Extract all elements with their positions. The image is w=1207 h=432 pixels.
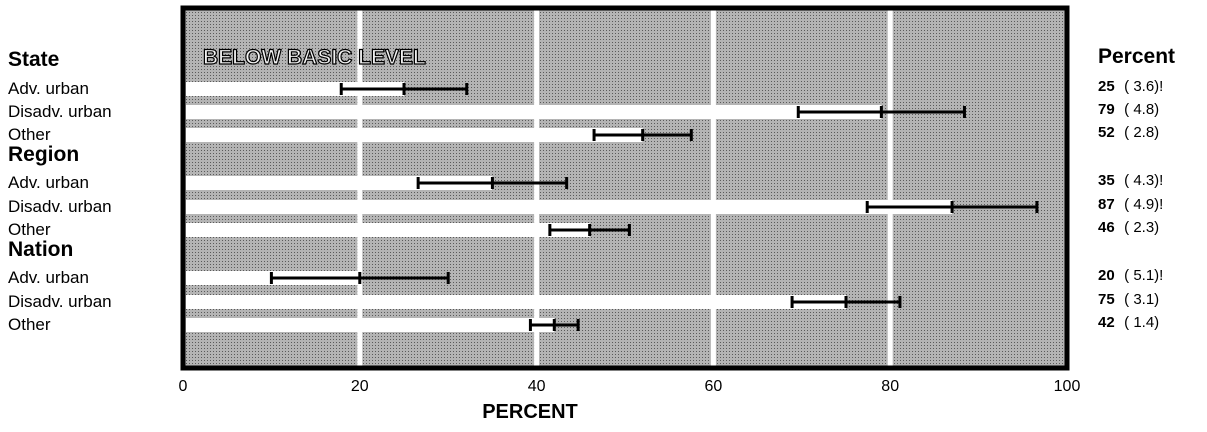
estimate-value: 52: [1098, 124, 1115, 141]
estimate-value: 42: [1098, 314, 1115, 331]
x-tick-label: 20: [350, 378, 369, 395]
bar: [186, 295, 846, 309]
value-label: 75 ( 3.1): [1098, 291, 1159, 309]
value-label: 79 ( 4.8): [1098, 101, 1159, 119]
estimate-value: 87: [1098, 196, 1115, 213]
row-label: Disadv. urban: [8, 292, 112, 311]
estimate-value: 46: [1098, 219, 1115, 236]
row-label: Other: [8, 125, 51, 144]
bar: [186, 82, 404, 96]
value-label: 52 ( 2.8): [1098, 124, 1159, 142]
estimate-value: 79: [1098, 101, 1115, 118]
value-label: 35 ( 4.3)!: [1098, 172, 1163, 190]
chart-title: BELOW BASIC LEVEL: [203, 46, 426, 69]
bar: [186, 105, 882, 119]
estimate-value: 20: [1098, 267, 1115, 284]
row-label: Other: [8, 315, 51, 334]
row-label: Adv. urban: [8, 173, 89, 192]
value-column-header: Percent: [1098, 45, 1176, 68]
bar: [186, 128, 643, 142]
standard-error: ( 4.8): [1120, 101, 1160, 118]
row-label: Adv. urban: [8, 268, 89, 287]
standard-error: ( 4.9)!: [1120, 196, 1164, 213]
standard-error: ( 2.3): [1120, 219, 1160, 236]
bar: [186, 223, 590, 237]
row-label: Adv. urban: [8, 79, 89, 98]
x-tick-label: 60: [704, 378, 723, 395]
row-label: Disadv. urban: [8, 197, 112, 216]
group-label: State: [8, 48, 60, 71]
bar: [186, 176, 493, 190]
x-tick-label: 40: [527, 378, 546, 395]
row-label: Other: [8, 220, 51, 239]
plot-border: [180, 5, 1070, 371]
value-label: 42 ( 1.4): [1098, 314, 1159, 332]
estimate-value: 35: [1098, 172, 1115, 189]
standard-error: ( 2.8): [1120, 124, 1160, 141]
estimate-value: 25: [1098, 78, 1115, 95]
value-label: 46 ( 2.3): [1098, 219, 1159, 237]
estimate-value: 75: [1098, 291, 1115, 308]
standard-error: ( 3.6)!: [1120, 78, 1164, 95]
value-label: 20 ( 5.1)!: [1098, 267, 1163, 285]
standard-error: ( 4.3)!: [1120, 172, 1164, 189]
x-tick-label: 100: [1053, 378, 1081, 395]
group-label: Nation: [8, 238, 74, 261]
value-label: 87 ( 4.9)!: [1098, 196, 1163, 214]
standard-error: ( 3.1): [1120, 291, 1160, 308]
x-tick-label: 80: [881, 378, 900, 395]
standard-error: ( 1.4): [1120, 314, 1160, 331]
value-label: 25 ( 3.6)!: [1098, 78, 1163, 96]
bar: [186, 318, 555, 332]
row-label: Disadv. urban: [8, 102, 112, 121]
x-tick-label: 0: [178, 378, 188, 395]
x-axis-label: PERCENT: [482, 401, 578, 423]
bar: [186, 200, 953, 214]
standard-error: ( 5.1)!: [1120, 267, 1164, 284]
group-label: Region: [8, 143, 80, 166]
